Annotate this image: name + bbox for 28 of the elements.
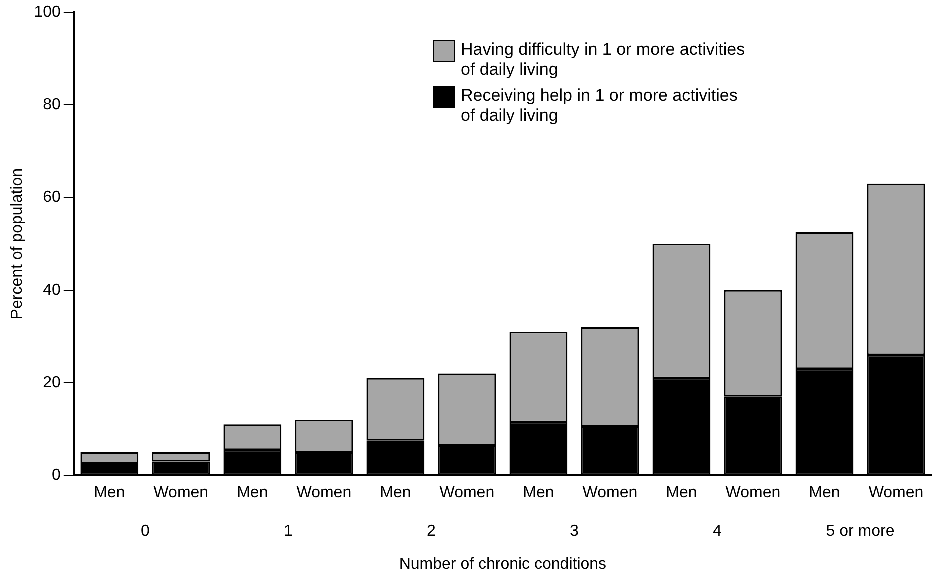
x-tick-label: Men [666,484,698,502]
x-tick-label: Men [809,484,840,502]
y-tick-label: 60 [43,189,61,206]
x-tick-label: Women [440,484,495,502]
text: 0 [140,523,150,540]
legend-label: Having difficulty in 1 or more activities of daily living [461,40,746,80]
y-tick-label: 20 [43,374,61,392]
y-tick-label: 40 [43,282,61,299]
y-tick-label: 100 [34,4,61,22]
x-tick-label: Men [94,484,126,502]
x-tick-label: Men [380,484,412,502]
text: 3 [570,523,580,540]
x-tick-label: Women [868,484,924,502]
x-tick-label: Women [154,484,209,502]
legend-label: Receiving help in 1 or more activities of daily living [461,86,739,126]
y-tick-label: 0 [52,467,61,484]
text: 2 [426,523,436,540]
x-tick-label: Women [296,484,352,502]
text: 1 [284,523,293,540]
x-tick-label: Women [726,484,781,502]
x-tick-label: Men [523,484,554,502]
x-tick-label: Men [237,484,268,502]
y-tick-label: 80 [43,96,61,114]
x-axis-title: Number of chronic conditions [399,556,607,573]
text: 5 or more [826,523,895,540]
x-tick-label: Women [582,484,638,502]
y-axis-title: Percent of population [9,168,26,320]
text: 4 [713,523,722,540]
